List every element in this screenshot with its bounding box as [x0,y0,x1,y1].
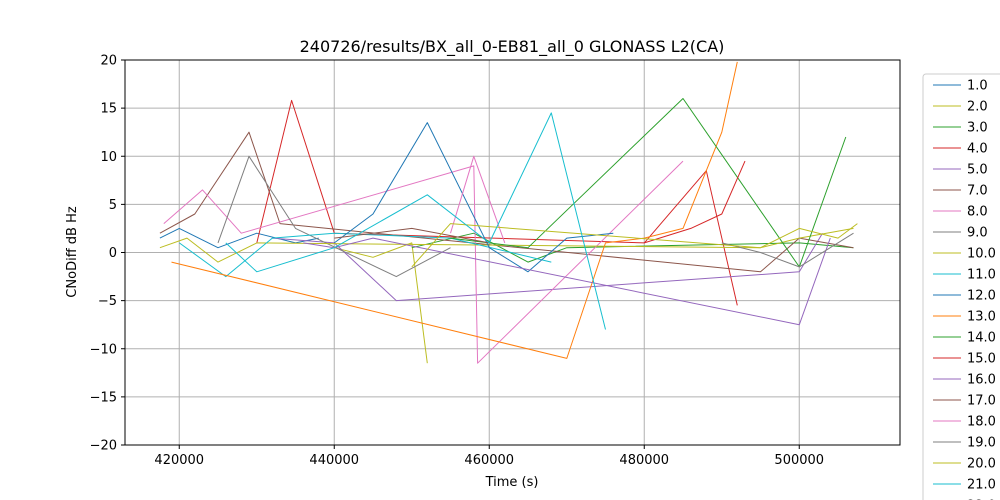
series-line-1-0 [159,227,319,249]
legend-label: 14.0 [967,331,996,346]
series-line-8-0 [163,160,684,364]
legend-label: 5.0 [967,163,988,178]
series-layer [159,61,858,364]
y-tick-label: 5 [109,198,117,213]
series-line-9-0 [217,155,451,278]
legend-label: 11.0 [967,268,996,283]
legend-label: 17.0 [967,394,996,409]
chart-title: 240726/results/BX_all_0-EB81_all_0 GLONA… [300,37,725,57]
x-tick-label: 420000 [154,453,204,468]
legend-label: 12.0 [967,289,996,304]
series-line-18-0 [450,155,506,244]
legend-label: 19.0 [967,436,996,451]
legend-label: 10.0 [967,247,996,262]
legend-label: 7.0 [967,184,988,199]
y-tick-label: −5 [98,294,117,309]
legend-label: 18.0 [967,415,996,430]
series-line-21-0 [225,112,606,330]
y-tick-label: 0 [109,246,117,261]
series-line-11-0 [179,232,552,278]
legend-label: 8.0 [967,205,988,220]
x-tick-label: 440000 [309,453,359,468]
series-line-15-0 [644,160,746,244]
series-line-13-0 [171,61,738,359]
series-line-16-0 [303,237,831,326]
axis-ticks: 420000 440000 460000 480000 500000 −20 −15 −10 −… [90,54,825,469]
series-line-14-0 [450,98,847,268]
legend-label: 16.0 [967,373,996,388]
y-tick-label: 15 [100,102,117,117]
series-line-5-0 [272,232,823,302]
legend-label: 1.0 [967,79,988,94]
y-tick-label: 10 [100,150,117,165]
series-line-20-0 [411,223,858,268]
legend-label: 2.0 [967,100,988,115]
series-line-10-0 [159,227,854,263]
x-tick-label: 480000 [619,453,669,468]
y-tick-label: −10 [90,342,117,357]
x-tick-label: 460000 [464,453,514,468]
series-line-4-0 [256,99,738,306]
series-line-2-0 [334,242,428,364]
y-tick-label: −15 [90,390,117,405]
y-tick-label: −20 [90,439,117,454]
series-line-12-0 [334,122,614,273]
x-tick-label: 500000 [774,453,824,468]
legend-label: 15.0 [967,352,996,367]
legend-label: 22.0 [967,499,996,500]
legend-box [922,73,1000,500]
legend: 1.0 2.0 3.0 4.0 5.0 7.0 8.0 9.0 10.0 11.0 12.0 13.0… [922,73,1000,500]
legend-label: 20.0 [967,457,996,472]
series-line-17-0 [334,227,490,244]
legend-label: 21.0 [967,478,996,493]
legend-label: 13.0 [967,310,996,325]
x-axis-title: Time (s) [485,475,539,490]
legend-label: 9.0 [967,226,988,241]
y-axis-title: CNoDiff dB Hz [65,206,80,298]
series-line-19-0 [721,232,854,268]
y-tick-label: 20 [100,54,117,69]
legend-label: 3.0 [967,121,988,136]
legend-label: 4.0 [967,142,988,157]
